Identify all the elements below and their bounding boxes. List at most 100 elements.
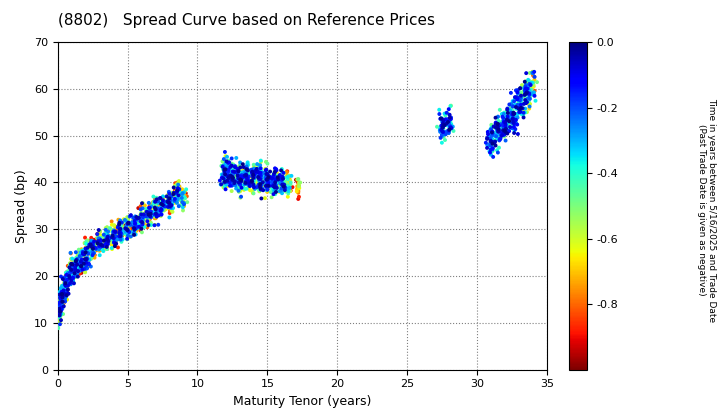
- Point: [292, 179, 304, 186]
- Point: [78, 264, 90, 271]
- Point: [235, 180, 246, 186]
- Point: [172, 184, 184, 191]
- Point: [262, 176, 274, 182]
- Point: [254, 171, 266, 178]
- Point: [54, 313, 66, 320]
- Point: [523, 98, 534, 105]
- Point: [515, 109, 526, 116]
- Point: [88, 250, 99, 257]
- Point: [91, 240, 103, 247]
- Point: [233, 163, 245, 170]
- Point: [173, 192, 184, 199]
- Point: [95, 239, 107, 245]
- Point: [507, 116, 518, 122]
- Point: [437, 124, 449, 131]
- Point: [241, 176, 253, 183]
- Point: [145, 222, 157, 228]
- Point: [56, 288, 68, 295]
- Point: [511, 121, 523, 128]
- Point: [103, 237, 114, 244]
- Point: [106, 244, 117, 251]
- Point: [157, 197, 168, 204]
- Point: [174, 186, 185, 192]
- Point: [221, 173, 233, 180]
- Point: [127, 220, 138, 226]
- Point: [512, 131, 523, 137]
- Point: [259, 175, 271, 182]
- Point: [444, 121, 455, 128]
- Point: [116, 239, 127, 245]
- Point: [104, 225, 116, 231]
- Point: [163, 200, 174, 207]
- Point: [260, 158, 271, 165]
- Point: [444, 127, 455, 134]
- Point: [101, 244, 112, 250]
- Point: [172, 185, 184, 192]
- Point: [114, 232, 125, 239]
- Point: [156, 211, 167, 218]
- Point: [163, 201, 174, 208]
- Point: [282, 172, 293, 179]
- Point: [168, 196, 180, 203]
- Point: [485, 136, 496, 143]
- Point: [510, 94, 521, 101]
- Point: [499, 127, 510, 134]
- Point: [171, 184, 182, 191]
- Point: [58, 286, 70, 293]
- Point: [235, 178, 247, 184]
- Point: [240, 171, 252, 178]
- Point: [238, 166, 250, 173]
- Point: [271, 169, 283, 176]
- Point: [436, 116, 448, 123]
- Point: [138, 211, 149, 218]
- Point: [64, 263, 76, 270]
- Point: [76, 262, 87, 268]
- Point: [261, 181, 273, 187]
- Point: [240, 177, 252, 184]
- Point: [107, 232, 119, 239]
- Point: [66, 255, 77, 262]
- Point: [253, 163, 264, 170]
- Point: [60, 271, 72, 278]
- Point: [174, 195, 186, 202]
- Point: [64, 275, 76, 281]
- Point: [94, 246, 105, 253]
- Point: [140, 209, 151, 216]
- Point: [172, 181, 184, 188]
- Point: [226, 174, 238, 181]
- Point: [261, 180, 273, 187]
- Point: [448, 128, 459, 134]
- Point: [256, 168, 267, 174]
- Point: [58, 287, 70, 294]
- Point: [490, 130, 502, 137]
- Point: [143, 207, 155, 214]
- Point: [266, 194, 277, 201]
- Point: [115, 221, 127, 228]
- Point: [66, 267, 77, 273]
- Point: [173, 192, 184, 199]
- Point: [240, 178, 251, 184]
- Point: [63, 280, 74, 287]
- Point: [145, 214, 157, 220]
- Point: [144, 203, 156, 210]
- Point: [171, 197, 183, 204]
- Point: [221, 158, 233, 165]
- Point: [292, 185, 303, 192]
- Point: [249, 165, 261, 172]
- Point: [267, 178, 279, 185]
- Point: [217, 163, 228, 170]
- Point: [114, 231, 126, 237]
- Point: [104, 236, 115, 242]
- Point: [252, 177, 264, 184]
- Point: [228, 171, 240, 178]
- Point: [269, 179, 280, 186]
- Point: [248, 190, 259, 197]
- Point: [148, 200, 159, 207]
- Point: [57, 287, 68, 294]
- Point: [277, 182, 289, 189]
- Point: [143, 209, 154, 216]
- Point: [271, 188, 282, 194]
- Point: [523, 82, 534, 89]
- Point: [66, 263, 77, 270]
- Point: [485, 145, 497, 152]
